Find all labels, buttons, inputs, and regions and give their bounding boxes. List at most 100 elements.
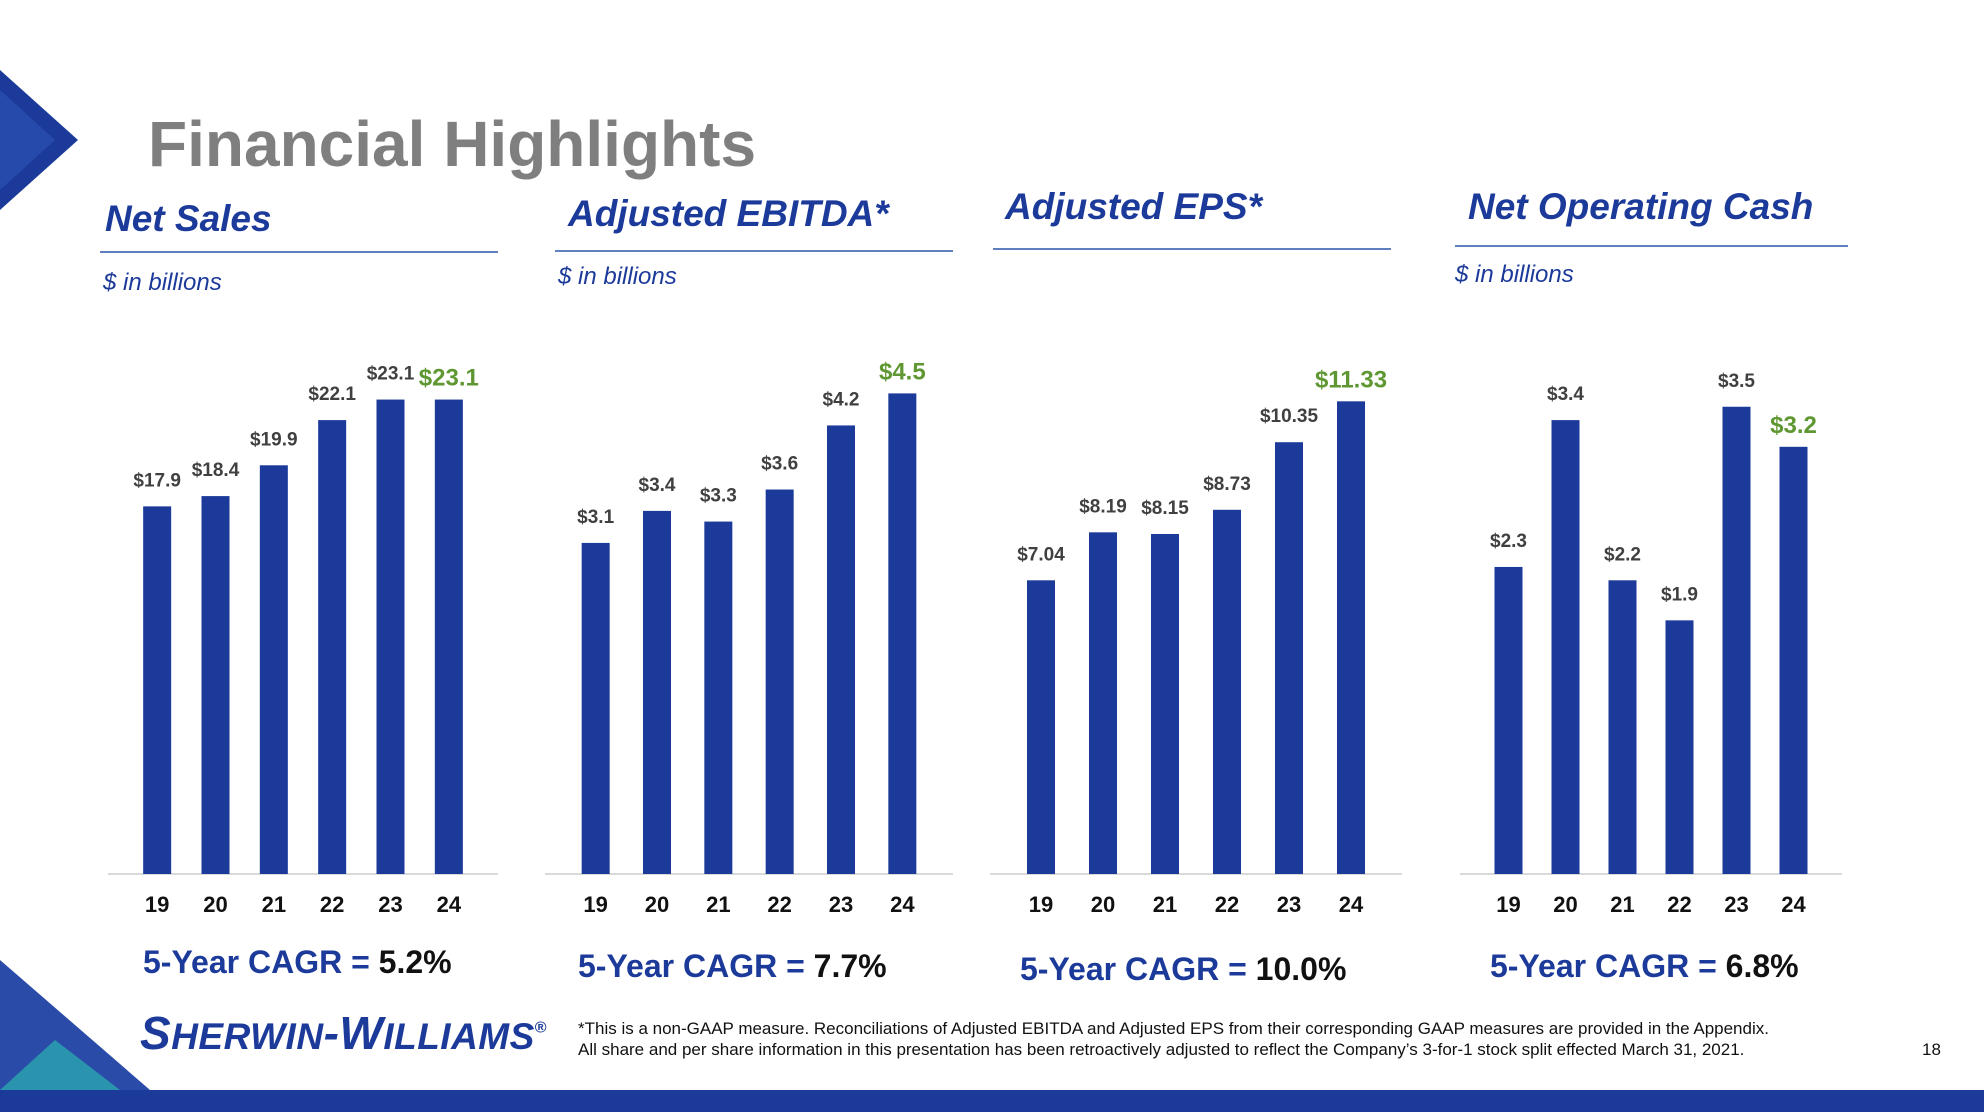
chart-adjusted-eps: $7.04 19 $8.19 20 $8.15 21 $8.73 22 $10.35 23 $11.… [990,366,1402,917]
cagr-value: 5.2% [378,944,452,980]
data-label: $3.1 [577,507,614,528]
x-tick-label: 24 [1781,892,1806,917]
data-label: $3.2 [1770,412,1817,439]
x-tick-label: 21 [706,892,730,917]
panel-rule [100,251,498,253]
panel-rule [1455,245,1848,247]
top-left-triangle-inner [0,90,55,190]
panel-rule [555,250,953,252]
data-label: $18.4 [192,460,240,481]
logo-dash: - [323,1007,340,1059]
bar [643,510,671,874]
logo-letter: S [140,1007,172,1059]
bar [201,496,230,874]
bar [1089,532,1117,874]
logo-text: ILLIAMS [383,1016,535,1057]
x-tick-label: 20 [1553,892,1577,917]
panel-title-net-operating-cash: Net Operating Cash [1468,186,1814,227]
bar [827,425,855,874]
data-label: $8.19 [1079,496,1127,517]
x-tick-label: 21 [1153,892,1177,917]
x-tick-label: 19 [1029,892,1053,917]
data-label: $7.04 [1017,544,1065,565]
data-label: $3.3 [700,486,737,507]
footnote-line-2: All share and per share information in t… [578,1040,1745,1059]
x-tick-label: 22 [1215,892,1239,917]
bar [704,521,733,874]
page-title: Financial Highlights [148,108,757,180]
bottom-left-teal-shape [0,1040,120,1090]
x-tick-label: 21 [262,892,286,917]
bar [1665,620,1694,874]
panel-title-adjusted-eps: Adjusted EPS* [1005,186,1262,227]
units-label: $ in billions [103,269,222,296]
x-tick-label: 20 [203,892,227,917]
cagr-label: 5-Year CAGR = [578,948,814,984]
logo-registered-mark: ® [534,1019,548,1037]
bottom-bar [0,1090,1984,1112]
x-tick-label: 19 [1496,892,1520,917]
bar [1027,580,1055,874]
bar [1337,401,1365,874]
data-label: $22.1 [308,384,356,405]
x-tick-label: 21 [1610,892,1634,917]
bar [1608,580,1637,874]
chart-net-sales: $17.9 19 $18.4 20 $19.9 21 $22.1 22 $23.1 23 $23.1… [108,364,498,917]
logo-text: HERWIN [171,1016,324,1057]
cagr-net-operating-cash: 5-Year CAGR = 6.8% [1490,950,1799,982]
cagr-adjusted-ebitda: 5-Year CAGR = 7.7% [578,950,887,982]
bar [376,399,405,874]
bar [318,420,347,874]
x-tick-label: 24 [437,892,462,917]
data-label: $2.3 [1490,531,1527,552]
chart-adjusted-ebitda: $3.1 19 $3.4 20 $3.3 21 $3.6 22 $4.2 23 $4.5 24 [545,358,953,917]
bar [1275,442,1303,874]
x-tick-label: 23 [829,892,853,917]
bar [765,489,794,874]
x-tick-label: 24 [1339,892,1364,917]
cagr-net-sales: 5-Year CAGR = 5.2% [143,946,452,978]
data-label: $3.6 [761,454,798,475]
cagr-label: 5-Year CAGR = [143,944,379,980]
data-label: $17.9 [133,470,181,491]
cagr-label: 5-Year CAGR = [1020,951,1256,987]
bar [1213,509,1241,874]
page-number: 18 [1922,1040,1941,1059]
cagr-label: 5-Year CAGR = [1490,948,1726,984]
units-label: $ in billions [558,263,677,290]
data-label: $4.5 [879,358,926,385]
x-tick-label: 20 [1091,892,1115,917]
bar [1722,406,1751,874]
cagr-value: 6.8% [1725,948,1799,984]
x-tick-label: 23 [1277,892,1301,917]
data-label: $8.15 [1141,498,1189,519]
data-label: $3.4 [639,475,676,496]
x-tick-label: 22 [767,892,791,917]
data-label: $4.2 [823,389,860,410]
data-label: $19.9 [250,429,298,450]
bar [1779,446,1808,874]
x-tick-label: 22 [1667,892,1691,917]
data-label: $11.33 [1315,366,1387,393]
x-tick-label: 20 [645,892,669,917]
bar [581,542,610,874]
chart-net-operating-cash: $2.3 19 $3.4 20 $2.2 21 $1.9 22 $3.5 23 $3.2 24 [1460,371,1842,917]
x-tick-label: 23 [1724,892,1748,917]
units-label: $ in billions [1455,261,1574,288]
data-label: $1.9 [1661,584,1698,605]
bar [1494,566,1523,874]
bar [888,393,917,874]
bar [1151,533,1179,874]
panel-title-net-sales: Net Sales [105,198,272,239]
cagr-value: 7.7% [813,948,887,984]
data-label: $3.5 [1718,371,1755,392]
x-tick-label: 24 [890,892,915,917]
bar [1551,420,1580,874]
data-label: $3.4 [1547,384,1584,405]
cagr-adjusted-eps: 5-Year CAGR = 10.0% [1020,953,1346,985]
panel-rule [993,248,1391,250]
sherwin-williams-logo: SHERWIN-WILLIAMS® [140,1010,547,1056]
data-label: $23.1 [367,364,415,385]
bar [259,465,288,874]
footnote-line-1: *This is a non-GAAP measure. Reconciliat… [578,1019,1769,1038]
